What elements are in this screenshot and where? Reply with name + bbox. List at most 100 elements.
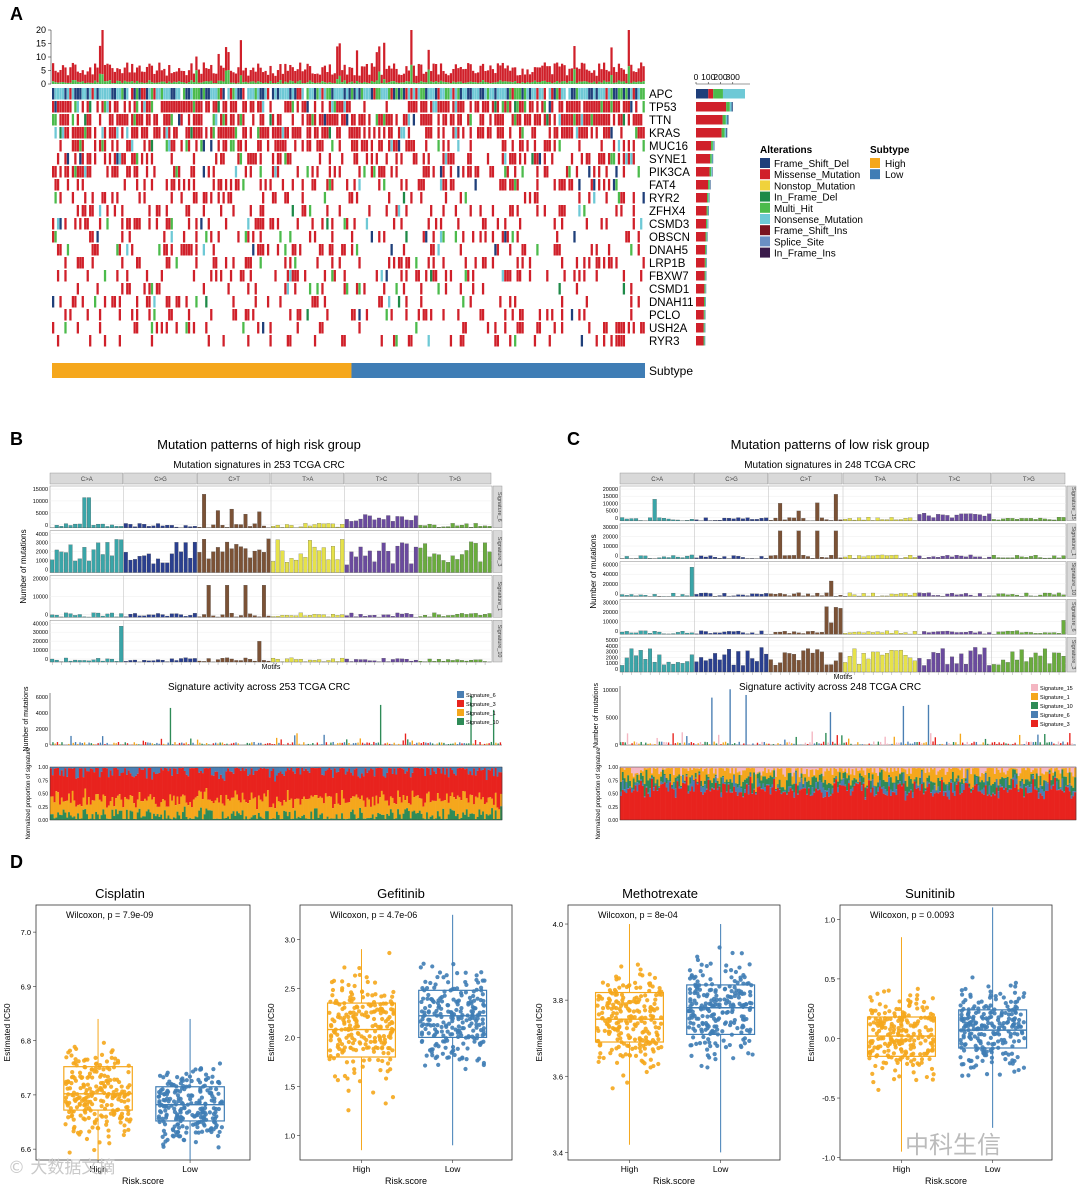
activity-bar (341, 742, 343, 745)
tmb-bar (126, 62, 129, 82)
oncoprint-cell (496, 127, 500, 139)
motif-bar (317, 550, 322, 573)
motif-bar (871, 592, 875, 597)
oncoprint-cell (457, 309, 460, 321)
proportion-segment (147, 796, 150, 810)
motif-bar (441, 660, 446, 663)
oncoprint-cell (430, 270, 433, 282)
proportion-segment (350, 811, 353, 820)
oncoprint-cell (333, 114, 336, 126)
oncoprint-cell (602, 257, 606, 269)
oncoprint-cell (536, 114, 539, 126)
activity-bar (1071, 743, 1073, 745)
proportion-segment (200, 791, 203, 808)
oncoprint-cell (501, 231, 504, 243)
tmb-bar (637, 68, 640, 82)
oncoprint-cell (343, 88, 346, 100)
motif-bar (815, 632, 820, 635)
oncoprint-cell (553, 88, 556, 100)
proportion-segment (120, 767, 123, 774)
oncoprint-cell (444, 114, 448, 126)
motif-bar (917, 592, 922, 597)
proportion-segment (66, 800, 69, 818)
motif-bar (423, 525, 428, 528)
oncoprint-cell (101, 192, 104, 204)
activity-bar (361, 742, 364, 745)
proportion-segment (427, 818, 430, 820)
motif-bar (1052, 555, 1057, 559)
oncoprint-cell (121, 218, 124, 230)
proportion-segment (257, 812, 261, 820)
motif-bar (792, 517, 797, 521)
oncoprint-cell (420, 192, 423, 204)
oncoprint-cell (165, 114, 168, 126)
proportion-segment (424, 819, 427, 820)
tmb-bar-segment (383, 79, 386, 84)
tmb-bar-segment (637, 81, 640, 84)
proportion-segment (113, 806, 116, 817)
tmb-bar-segment (420, 81, 423, 84)
oncoprint-cell (405, 309, 408, 321)
tmb-bar (262, 72, 265, 84)
oncoprint-cell (395, 88, 398, 100)
activity-bar (713, 741, 715, 745)
tmb-bar (61, 65, 65, 83)
motif-bar (298, 553, 303, 573)
gene-count-bar (711, 167, 713, 177)
motif-bar (206, 558, 211, 573)
proportion-segment (295, 767, 298, 769)
proportion-segment (125, 767, 129, 775)
oncoprint-cell (395, 166, 398, 178)
motif-bar (903, 518, 908, 521)
proportion-segment (500, 772, 503, 794)
oncoprint-cell (148, 101, 151, 113)
activity-bar (156, 742, 158, 745)
oncoprint-cell (170, 114, 173, 126)
motif-bar (861, 632, 866, 635)
oncoprint-cell (321, 114, 324, 126)
proportion-segment (474, 775, 477, 797)
tmb-bar-segment (412, 82, 415, 84)
tmb-bar (289, 64, 292, 81)
oncoprint-cell (306, 309, 309, 321)
activity-ytick-label: 5000 (606, 716, 618, 722)
motif-bar (792, 555, 797, 559)
oncoprint-cell (52, 218, 55, 230)
oncoprint-cell (148, 283, 151, 295)
motif-bar (77, 660, 82, 663)
tmb-bar (343, 64, 346, 81)
tmb-bar-segment (585, 81, 588, 84)
motif-bar (852, 648, 857, 673)
motif-bar (1010, 594, 1015, 597)
oncoprint-cell (326, 127, 329, 139)
oncoprint-cell (442, 140, 445, 152)
motif-bar (829, 555, 834, 559)
proportion-segment (328, 767, 331, 768)
tmb-bar (568, 68, 571, 82)
proportion-segment (449, 796, 452, 809)
gene-count-bar (696, 323, 704, 333)
oncoprint-cell (271, 88, 275, 100)
activity-bar (1060, 743, 1062, 745)
tmb-bar-segment (538, 82, 541, 84)
oncoprint-cell (575, 166, 579, 178)
legend-swatch (760, 191, 770, 202)
proportion-segment (447, 777, 450, 803)
tmb-bar (148, 63, 151, 81)
proportion-segment (66, 817, 69, 820)
gene-count-bar (696, 154, 711, 164)
tmb-bar-segment (590, 82, 593, 84)
signature-strip (492, 620, 503, 663)
proportion-segment (57, 767, 60, 793)
oncoprint-cell (457, 218, 460, 230)
motif-bar (418, 616, 423, 618)
oncoprint-cell (417, 88, 420, 100)
tmb-bar-segment (136, 80, 139, 84)
oncoprint-cell (103, 127, 107, 139)
motif-bar (285, 615, 289, 618)
tmb-bar-segment (546, 81, 549, 84)
proportion-segment (431, 800, 434, 816)
proportion-segment (257, 769, 261, 796)
oncoprint-cell (593, 114, 596, 126)
motif-bar (294, 615, 299, 618)
